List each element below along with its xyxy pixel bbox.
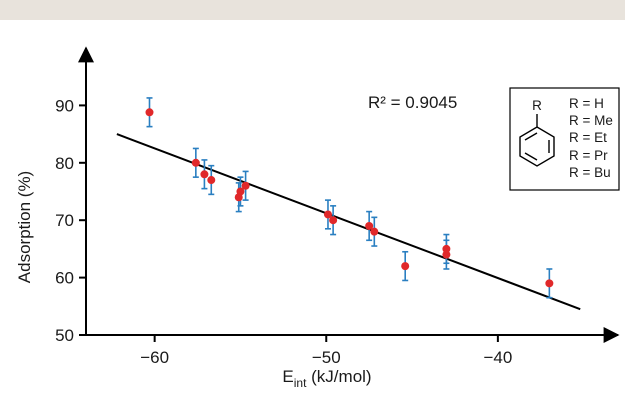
legend: R R = H R = Me R = Et R = Pr R = Bu: [509, 87, 620, 191]
legend-entry-et: R = Et: [569, 130, 607, 145]
data-point: [442, 250, 451, 259]
data-point: [401, 262, 410, 271]
data-point: [236, 187, 245, 196]
x-axis-title-unit: (kJ/mol): [306, 367, 371, 386]
benzene-ring-structure: [519, 114, 555, 167]
axis-ticks: [79, 104, 499, 342]
x-axis-title-symbol: E: [282, 367, 293, 386]
x-tick-label: −50: [312, 348, 341, 367]
y-tick-label: 60: [55, 269, 74, 288]
data-point: [200, 170, 209, 179]
r-squared-label: R² = 0.9045: [368, 93, 457, 112]
legend-entry-h: R = H: [569, 96, 604, 111]
data-point: [365, 221, 374, 230]
top-band: [0, 0, 625, 20]
data-point: [442, 244, 451, 253]
y-tick-labels: 50 60 70 80 90: [55, 96, 74, 345]
error-bars: [146, 97, 553, 299]
data-point: [241, 181, 250, 190]
data-point: [323, 210, 332, 219]
data-point: [191, 158, 200, 167]
legend-entry-bu: R = Bu: [569, 165, 611, 180]
x-tick-label: −40: [483, 348, 512, 367]
y-axis-title: Adsorption (%): [15, 171, 34, 283]
x-axis-title: Eint (kJ/mol): [282, 367, 371, 390]
legend-entry-pr: R = Pr: [569, 148, 608, 163]
y-tick-label: 70: [55, 211, 74, 230]
data-point: [329, 216, 338, 225]
x-tick-labels: −60 −50 −40: [140, 348, 512, 367]
data-point: [207, 176, 216, 185]
data-point: [545, 279, 554, 288]
y-tick-label: 50: [55, 326, 74, 345]
legend-box: [509, 87, 620, 191]
y-tick-label: 90: [55, 96, 74, 115]
legend-substituent-r: R: [532, 98, 542, 113]
legend-entry-me: R = Me: [569, 113, 613, 128]
data-points: [145, 108, 554, 288]
data-point: [370, 227, 379, 236]
x-axis-title-subscript: int: [294, 376, 307, 390]
x-tick-label: −60: [140, 348, 169, 367]
y-tick-label: 80: [55, 154, 74, 173]
data-point: [145, 108, 154, 117]
